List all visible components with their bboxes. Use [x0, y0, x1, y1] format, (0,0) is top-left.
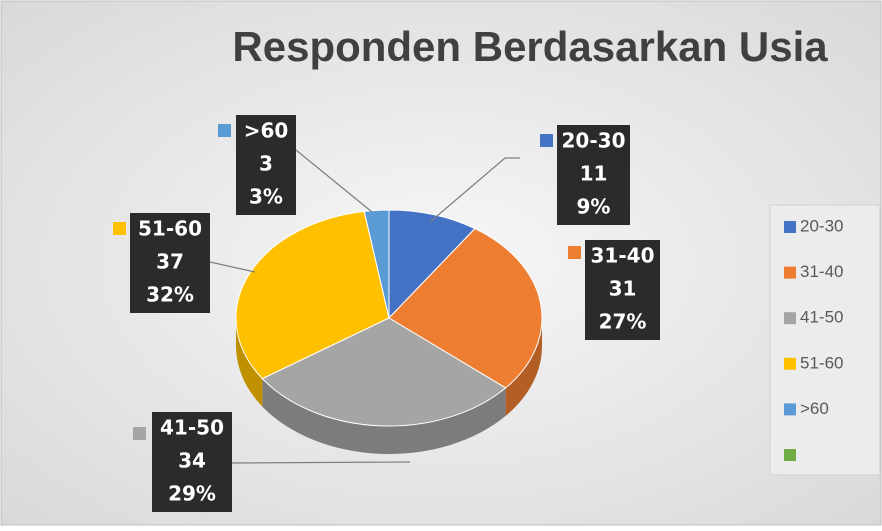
legend-label: 31-40 [800, 262, 843, 281]
leader-line [231, 461, 411, 464]
leader-line [209, 261, 256, 273]
label-percent: 3% [249, 185, 283, 209]
legend-swatch [784, 312, 796, 325]
label-category: 41-50 [160, 416, 224, 440]
label-category: 51-60 [138, 217, 202, 241]
label-category: 31-40 [591, 244, 655, 268]
label-swatch [540, 134, 553, 147]
legend-swatch [784, 449, 796, 461]
leader-line [295, 149, 373, 213]
label-value: 11 [580, 162, 608, 186]
legend-label: >60 [800, 399, 829, 418]
label-percent: 29% [168, 482, 216, 506]
label-box [557, 125, 630, 225]
legend-label: 41-50 [800, 308, 843, 327]
legend-swatch [784, 266, 796, 279]
slice [261, 317, 507, 427]
label-swatch [218, 124, 231, 137]
slice-side [505, 318, 542, 416]
slice [363, 209, 390, 319]
slice [235, 210, 390, 380]
chart-title: Responden Berdasarkan Usia [232, 23, 828, 70]
slice [388, 228, 543, 389]
legend-label: 20-30 [800, 216, 843, 235]
label-percent: 32% [146, 283, 194, 307]
slice-side [262, 378, 506, 454]
legend-swatch [784, 357, 796, 370]
legend-box [769, 204, 881, 476]
label-percent: 9% [577, 195, 611, 219]
legend-swatch [784, 221, 796, 233]
label-category: 20-30 [562, 129, 626, 153]
label-box [236, 115, 296, 215]
label-value: 34 [178, 449, 206, 473]
label-value: 37 [156, 250, 184, 274]
label-value: 3 [259, 152, 273, 176]
label-value: 31 [609, 277, 637, 301]
label-box [585, 240, 660, 340]
legend-swatch [784, 403, 796, 416]
label-swatch [568, 246, 581, 259]
label-swatch [133, 427, 146, 440]
label-category: >60 [244, 119, 289, 143]
label-box [130, 213, 210, 313]
leader-line [429, 157, 520, 223]
label-box [152, 412, 232, 512]
legend-label: 51-60 [800, 353, 843, 372]
label-percent: 27% [599, 310, 647, 334]
slice [388, 209, 476, 320]
label-swatch [113, 222, 126, 235]
